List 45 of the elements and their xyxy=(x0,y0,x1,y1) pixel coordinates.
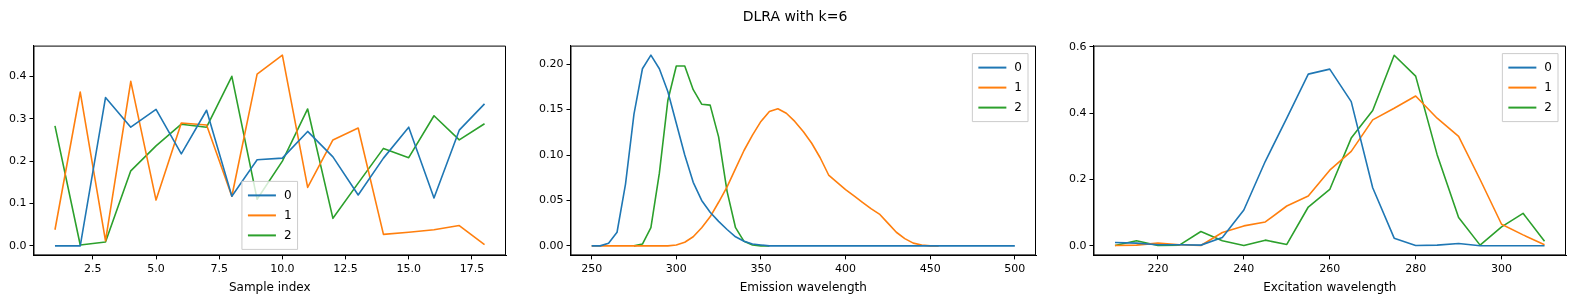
y-tick-label: 0.00 xyxy=(538,238,564,252)
x-tick-label: 220 xyxy=(1147,261,1169,275)
x-axis-title: Excitation wavelength xyxy=(1263,279,1397,294)
x-tick-label: 450 xyxy=(919,261,941,275)
x-axis-title: Sample index xyxy=(228,279,311,294)
x-tick-label: 300 xyxy=(665,261,687,275)
x-tick-label: 12.5 xyxy=(333,261,358,275)
chart-title: DLRA with k=6 xyxy=(741,8,849,24)
x-axis-title: Emission wavelength xyxy=(739,279,867,294)
x-tick-label: 350 xyxy=(750,261,772,275)
x-tick-label: 260 xyxy=(1319,261,1341,275)
y-tick-label: 0.6 xyxy=(1068,39,1087,53)
x-tick-label: 7.5 xyxy=(210,261,228,275)
x-tick-label: 2.5 xyxy=(84,261,102,275)
y-tick-label: 0.2 xyxy=(1068,172,1087,186)
y-tick-label: 0.4 xyxy=(8,69,27,83)
y-tick-label: 0.2 xyxy=(8,153,27,167)
x-tick-label: 300 xyxy=(1491,261,1513,275)
legend-label: 2 xyxy=(1544,99,1553,114)
y-tick-label: 0.3 xyxy=(8,111,27,125)
y-tick-label: 0.20 xyxy=(538,57,564,71)
legend-label: 2 xyxy=(1014,99,1023,114)
legend-label: 2 xyxy=(283,227,292,242)
x-tick-label: 15.0 xyxy=(396,261,421,275)
y-tick-label: 0.1 xyxy=(8,196,27,210)
x-tick-label: 17.5 xyxy=(459,261,485,275)
y-tick-label: 0.0 xyxy=(1068,238,1087,252)
legend-label: 0 xyxy=(283,187,292,202)
x-tick-label: 10.0 xyxy=(270,261,295,275)
legend-label: 0 xyxy=(1544,59,1553,74)
y-tick-label: 0.15 xyxy=(538,102,564,116)
legend-label: 1 xyxy=(283,207,292,222)
x-tick-label: 400 xyxy=(835,261,857,275)
x-tick-label: 240 xyxy=(1233,261,1255,275)
legend-label: 1 xyxy=(1544,79,1553,94)
legend-label: 1 xyxy=(1014,79,1023,94)
x-tick-label: 5.0 xyxy=(147,261,165,275)
y-tick-label: 0.4 xyxy=(1068,106,1087,120)
x-tick-label: 500 xyxy=(1004,261,1026,275)
legend-label: 0 xyxy=(1014,59,1023,74)
y-tick-label: 0.0 xyxy=(8,238,27,252)
y-tick-label: 0.10 xyxy=(538,147,564,161)
x-tick-label: 280 xyxy=(1405,261,1427,275)
x-tick-label: 250 xyxy=(581,261,603,275)
y-tick-label: 0.05 xyxy=(538,193,564,207)
